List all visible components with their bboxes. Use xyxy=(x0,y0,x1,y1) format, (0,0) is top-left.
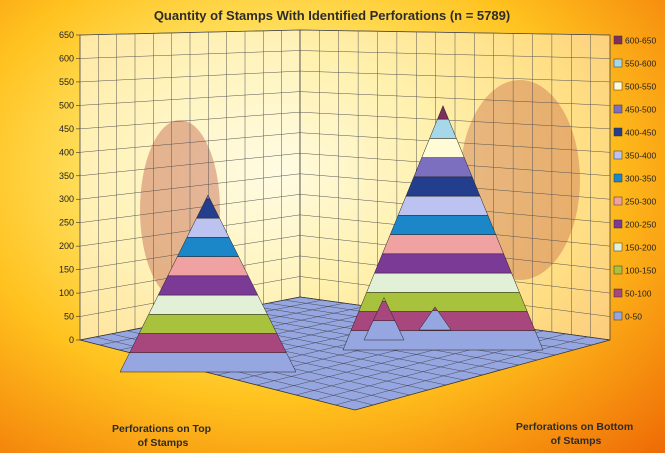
peak-band xyxy=(119,352,297,373)
peak-band xyxy=(167,256,249,277)
peak-band xyxy=(138,314,278,334)
legend-label: 350-400 xyxy=(625,151,656,161)
x-axis-label-line-1: Perforations on Top xyxy=(112,423,211,435)
legend-swatch xyxy=(613,81,623,91)
peak-band xyxy=(148,294,268,315)
z-tick-label: 50 xyxy=(64,312,74,322)
legend-label: 200-250 xyxy=(625,220,656,230)
y-axis-label: Perforations on Bottom of Stamps xyxy=(516,421,636,447)
peak-band xyxy=(157,275,259,296)
z-tick-label: 150 xyxy=(59,265,74,275)
legend-swatch xyxy=(613,104,623,114)
floor-mesh-line xyxy=(335,336,588,406)
peak-band xyxy=(176,237,240,257)
peak-band xyxy=(374,253,512,274)
z-tick-label: 100 xyxy=(59,288,74,298)
peak-band xyxy=(431,306,439,312)
y-axis-label-line-2: of Stamps xyxy=(551,435,602,447)
x-axis-label: Perforations on Top of Stamps xyxy=(112,423,214,449)
z-tick-label: 450 xyxy=(59,124,74,134)
z-tick-label: 0 xyxy=(69,335,74,345)
peak-band xyxy=(205,194,211,200)
z-tick-label: 550 xyxy=(59,77,74,87)
y-axis-label-line-1: Perforations on Bottom xyxy=(516,421,633,433)
legend-label: 300-350 xyxy=(625,174,656,184)
legend-label: 450-500 xyxy=(625,105,656,115)
legend-swatch xyxy=(613,58,623,68)
legend-swatch xyxy=(613,196,623,206)
legend-swatch xyxy=(613,35,623,45)
z-tick-label: 300 xyxy=(59,194,74,204)
peak-band xyxy=(366,272,520,293)
z-tick-label: 350 xyxy=(59,171,74,181)
z-axis-ticks: 0 50 100 150 200 250 300 350 400 450 500 550 600 650 xyxy=(59,30,80,345)
legend-swatch xyxy=(613,127,623,137)
z-tick-label: 500 xyxy=(59,100,74,110)
legend-label: 250-300 xyxy=(625,197,656,207)
peak-band xyxy=(405,176,481,197)
z-tick-label: 200 xyxy=(59,241,74,251)
legend-swatch xyxy=(613,311,623,321)
z-tick-label: 600 xyxy=(59,53,74,63)
legend-label: 0-50 xyxy=(625,312,642,322)
peak-band xyxy=(129,333,287,354)
peak-band xyxy=(389,215,497,235)
legend-swatch xyxy=(613,265,623,275)
peak-band xyxy=(437,105,449,120)
legend-label: 500-550 xyxy=(625,82,656,92)
legend-swatch xyxy=(613,288,623,298)
legend-label: 150-200 xyxy=(625,243,656,253)
z-tick-label: 650 xyxy=(59,30,74,40)
chart-title: Quantity of Stamps With Identified Perfo… xyxy=(154,8,510,23)
legend-label: 600-650 xyxy=(625,36,656,46)
x-axis-label-line-2: of Stamps xyxy=(138,437,189,449)
legend-swatch xyxy=(613,242,623,252)
peak-band xyxy=(381,234,505,255)
legend: 600-650 550-600 500-550 450-500 400-450 350-4… xyxy=(613,35,656,322)
legend-swatch xyxy=(613,173,623,183)
legend-label: 550-600 xyxy=(625,59,656,69)
legend-label: 100-150 xyxy=(625,266,656,276)
peak-band xyxy=(413,157,473,178)
z-tick-label: 250 xyxy=(59,218,74,228)
legend-label: 50-100 xyxy=(625,289,652,299)
legend-swatch xyxy=(613,150,623,160)
legend-label: 400-450 xyxy=(625,128,656,138)
peak-band xyxy=(381,297,387,302)
peak-band xyxy=(397,195,489,216)
legend-swatch xyxy=(613,219,623,229)
z-tick-label: 400 xyxy=(59,147,74,157)
surface-peaks xyxy=(119,105,544,373)
